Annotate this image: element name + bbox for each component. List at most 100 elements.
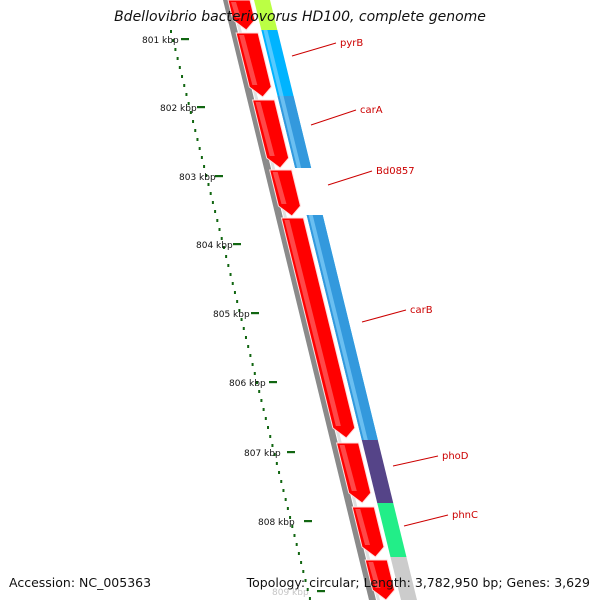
scale-dot <box>264 417 267 420</box>
major-tick <box>287 451 295 454</box>
map-title: Bdellovibrio bacteriovorus HD100, comple… <box>114 9 486 25</box>
band-phnc <box>377 503 407 557</box>
scale-dot <box>189 111 192 114</box>
scale-dot <box>229 273 232 276</box>
major-tick <box>317 590 325 593</box>
scale-dot <box>220 237 223 240</box>
scale-dot <box>306 588 309 591</box>
tick-label: 805 kbp <box>213 310 250 320</box>
scale-dot <box>203 165 206 168</box>
kbp-scale <box>170 30 325 600</box>
tick-label: 806 kbp <box>229 379 266 389</box>
scale-dot <box>200 156 203 159</box>
gene-label[interactable]: phnC <box>452 510 478 521</box>
scale-dot <box>295 543 298 546</box>
scale-dot <box>209 192 212 195</box>
scale-dot <box>247 345 250 348</box>
accession-text: Accession: NC_005363 <box>9 575 152 590</box>
gene-label[interactable]: pyrB <box>340 38 363 49</box>
scale-dot <box>185 93 188 96</box>
scale-dot <box>225 255 228 258</box>
gene-callout-line <box>403 514 449 527</box>
major-tick <box>251 312 259 315</box>
scale-dot <box>174 48 177 51</box>
scale-dot <box>172 39 175 42</box>
scale-dot <box>271 444 274 447</box>
scale-dot <box>192 120 195 123</box>
gene-callout-line <box>310 109 357 126</box>
gene-label[interactable]: phoD <box>442 451 469 462</box>
scale-dot <box>297 552 300 555</box>
scale-dot <box>205 174 208 177</box>
tick-label: 807 kbp <box>244 449 281 459</box>
scale-dot <box>300 561 303 564</box>
tick-label: 809 kbp <box>272 588 309 598</box>
scale-dot <box>302 570 305 573</box>
cds-highlight <box>368 562 381 588</box>
scale-dot <box>284 498 287 501</box>
scale-dot <box>289 516 292 519</box>
scale-dot <box>278 471 281 474</box>
tick-label: 802 kbp <box>160 104 197 114</box>
cds-highlight <box>355 509 371 545</box>
scale-dot <box>249 354 252 357</box>
scale-dot <box>242 327 245 330</box>
scale-dot <box>187 102 190 105</box>
scale-dot <box>214 210 217 213</box>
scale-dot <box>291 525 294 528</box>
scale-dot <box>258 390 261 393</box>
major-tick <box>181 38 189 41</box>
scale-dot <box>280 480 283 483</box>
scale-dot <box>244 336 247 339</box>
band-highlight <box>263 30 302 168</box>
cds-highlight <box>239 35 258 85</box>
scale-dot <box>218 228 221 231</box>
scale-dot <box>176 57 179 60</box>
scale-dot <box>255 381 258 384</box>
scale-dot <box>196 138 199 141</box>
scale-dot <box>253 372 256 375</box>
major-tick <box>269 381 277 384</box>
gene-callout-line <box>327 170 373 186</box>
scale-dot <box>267 426 270 429</box>
tick-label-layer: 801 kbp 802 kbp 803 kbp 804 kbp 805 kbp 806 k… <box>142 36 309 598</box>
scale-dot <box>286 507 289 510</box>
category-band-track <box>254 0 417 600</box>
scale-dot <box>216 219 219 222</box>
scale-dot <box>251 363 254 366</box>
scale-dot <box>198 147 201 150</box>
tick-label: 804 kbp <box>196 241 233 251</box>
scale-dot <box>273 453 276 456</box>
gene-label[interactable]: carB <box>410 305 433 316</box>
gene-label[interactable]: carA <box>360 105 383 116</box>
gene-callout-line <box>361 309 407 323</box>
major-tick <box>233 243 241 246</box>
scale-dot <box>282 489 285 492</box>
scale-dot <box>222 246 225 249</box>
scale-dot <box>194 129 197 132</box>
scale-dot <box>269 435 272 438</box>
band-phod <box>361 440 394 503</box>
gene-callout-line <box>291 42 337 57</box>
scale-dot <box>275 462 278 465</box>
scale-dot <box>178 66 181 69</box>
scale-dot <box>181 75 184 78</box>
tick-label: 808 kbp <box>258 518 295 528</box>
scale-dot <box>238 309 241 312</box>
major-tick <box>304 520 312 523</box>
cds-highlight <box>339 445 357 491</box>
scale-dot <box>260 399 263 402</box>
scale-dot <box>227 264 230 267</box>
cds-highlight <box>231 2 241 18</box>
band-top <box>254 0 278 30</box>
band-highlight <box>308 215 368 440</box>
scale-dot <box>293 534 296 537</box>
scale-dot <box>207 183 210 186</box>
scale-dot <box>233 291 236 294</box>
tick-label: 801 kbp <box>142 36 179 46</box>
gene-label[interactable]: Bd0857 <box>376 166 415 177</box>
scale-dot <box>240 318 243 321</box>
scale-dot <box>304 579 307 582</box>
